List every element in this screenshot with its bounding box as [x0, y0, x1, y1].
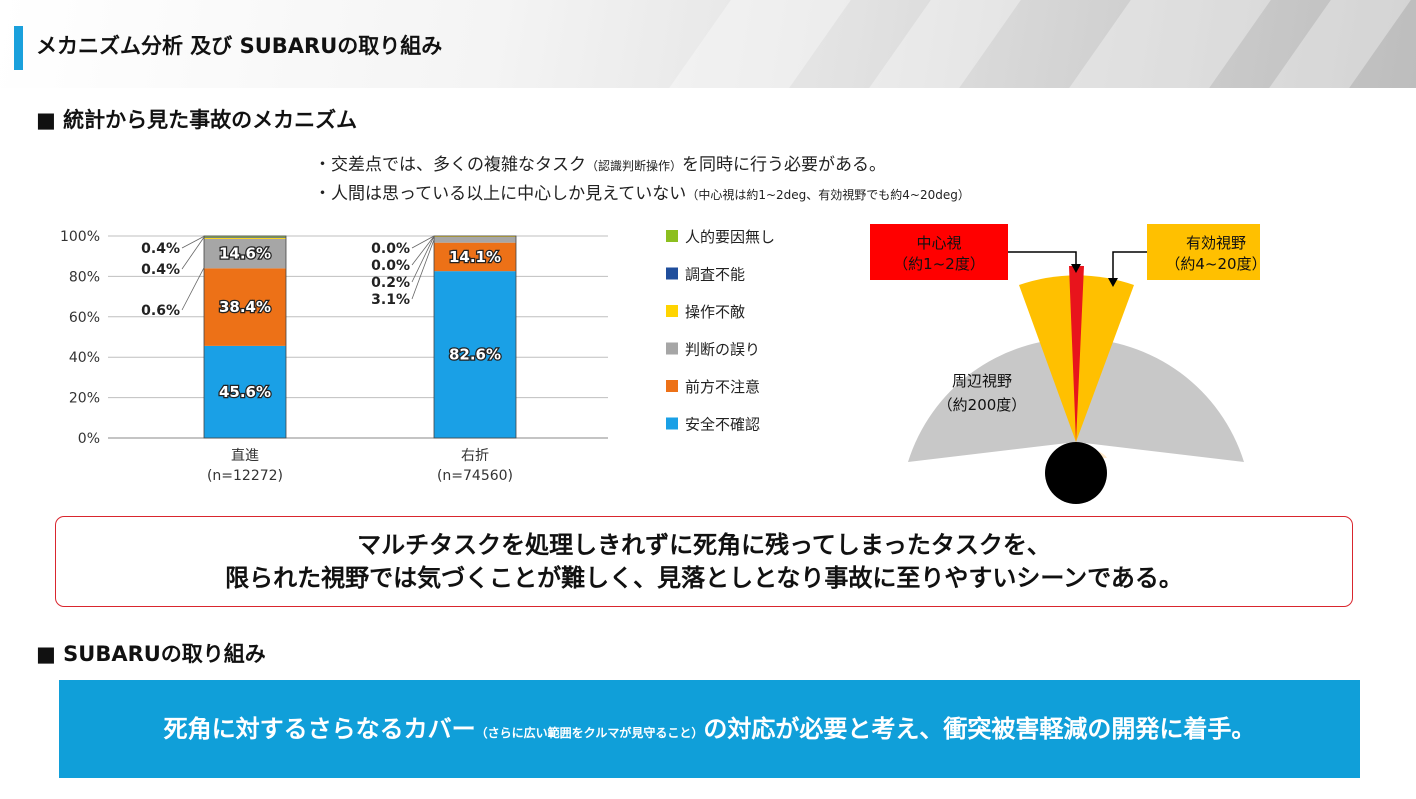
legend-swatch — [666, 342, 678, 355]
effective-vision-label: 有効視野 — [1186, 234, 1246, 252]
leader-line — [181, 236, 205, 249]
legend-label: 安全不確認 — [685, 416, 760, 434]
effective-vision-arrowhead — [1108, 278, 1118, 287]
legend-label: 前方不注意 — [685, 378, 760, 396]
y-tick-label: 80% — [69, 269, 100, 285]
conclusion-callout: マルチタスクを処理しきれずに死角に残ってしまったタスクを、 限られた視野では気づ… — [55, 516, 1353, 607]
legend-swatch — [666, 230, 678, 242]
bar-outline — [433, 235, 517, 439]
effective-vision-label-box — [1147, 224, 1260, 280]
leader-line — [181, 236, 205, 270]
header-decoration — [669, 0, 851, 88]
data-label: 0.0% — [371, 241, 410, 257]
bullet-text: を同時に行う必要がある。 — [682, 155, 887, 175]
bullet-point: ・人間は思っている以上に中心しか見えていない（中心視は約1~2deg、有効視野で… — [314, 179, 970, 204]
x-category-sublabel: (n=74560) — [437, 468, 513, 484]
legend-label: 判断の誤り — [685, 341, 760, 359]
central-vision-pointer — [1008, 251, 1077, 268]
legend-swatch — [666, 267, 678, 280]
data-label: 82.6% — [449, 346, 501, 364]
peripheral-vision-range: （約200度） — [938, 396, 1027, 414]
data-label: 0.0% — [371, 258, 410, 274]
callout-line-2: 限られた視野では気づくことが難しく、見落としとなり事故に至りやすいシーンである。 — [225, 564, 1183, 592]
data-label: 14.1% — [449, 248, 501, 266]
data-label: 0.2% — [371, 275, 410, 291]
y-tick-label: 100% — [60, 229, 100, 245]
bullet-text: ・人間は思っている以上に中心しか見えていない — [314, 184, 687, 204]
y-tick-label: 40% — [69, 350, 100, 366]
data-label: 14.6% — [219, 245, 271, 263]
bullet-note: （中心視は約1~2deg、有効視野でも約4~20deg） — [686, 188, 970, 202]
bar-segment — [434, 242, 516, 272]
effective-vision-pointer — [1112, 251, 1147, 282]
bar-segment — [204, 236, 286, 237]
data-label: 38.4% — [219, 298, 271, 316]
header-decoration — [1269, 0, 1411, 88]
bullet-note: （認識判断操作） — [586, 159, 683, 173]
bullet-point: ・交差点では、多くの複雑なタスク（認識判断操作）を同時に行う必要がある。 — [314, 150, 886, 175]
leader-line — [411, 235, 435, 266]
header-decoration — [1069, 0, 1271, 88]
bar-segment — [204, 345, 286, 438]
header-decoration — [869, 0, 1021, 88]
bar-segment — [434, 271, 516, 438]
data-label: 0.4% — [141, 241, 180, 257]
visual-field-diagram: 中心視 （約1~2度） 有効視野 （約4~20度） 周辺視野 （約200度） — [870, 224, 1260, 504]
leader-line — [411, 236, 435, 283]
data-label: 45.6% — [219, 383, 271, 401]
bar-segment — [434, 236, 516, 237]
bar-segment — [434, 236, 516, 243]
legend-label: 調査不能 — [685, 266, 745, 284]
effective-vision-range: （約4~20度） — [1165, 255, 1260, 273]
data-label: 3.1% — [371, 292, 410, 308]
data-label: 0.6% — [141, 303, 180, 319]
central-vision-label-box — [870, 224, 1008, 280]
central-vision-arrowhead — [1071, 264, 1081, 273]
data-label: 0.4% — [141, 262, 180, 278]
x-category-label: 直進 — [231, 447, 259, 464]
x-category-label: 右折 — [461, 448, 489, 464]
legend-swatch — [666, 380, 678, 392]
leader-line — [411, 239, 435, 300]
section-heading-subaru: ■ SUBARUの取り組み — [36, 642, 266, 666]
head-icon — [1045, 442, 1107, 504]
central-vision-range: （約1~2度） — [893, 255, 985, 273]
header-banner: メカニズム分析 及び SUBARUの取り組み — [0, 0, 1416, 88]
callout-line-1: マルチタスクを処理しきれずに死角に残ってしまったタスクを、 — [357, 531, 1051, 559]
bar-outline — [203, 235, 287, 439]
legend-label: 人的要因無し — [685, 228, 775, 246]
subaru-initiative-banner: 死角に対するさらなるカバー（さらに広い範囲をクルマが見守ること）の対応が必要と考… — [59, 680, 1360, 778]
page-title: メカニズム分析 及び SUBARUの取り組み — [36, 34, 443, 58]
y-tick-label: 0% — [78, 431, 100, 447]
header-accent-bar — [14, 26, 23, 70]
legend-swatch — [666, 417, 678, 430]
central-field-sector — [1069, 265, 1084, 442]
section-heading-mechanism: ■ 統計から見た事故のメカニズム — [36, 108, 358, 132]
bar-segment — [204, 237, 286, 239]
leader-line — [181, 267, 205, 311]
x-category-sublabel: (n=12272) — [207, 468, 283, 484]
legend-label: 操作不敵 — [685, 303, 745, 321]
bar-segment — [204, 238, 286, 269]
banner-text: の対応が必要と考え、衝突被害軽減の開発に着手。 — [703, 715, 1256, 743]
y-tick-label: 20% — [69, 391, 100, 407]
central-vision-label: 中心視 — [916, 234, 961, 252]
legend-swatch — [666, 305, 678, 317]
bar-segment — [204, 268, 286, 346]
stacked-bar-chart: 0% 20% 40% 60% 80% 100% 直進 (n=12272) 右折 (n=74560)… — [60, 228, 775, 484]
leader-line — [411, 235, 435, 249]
y-tick-label: 60% — [69, 310, 100, 326]
bullet-text: ・交差点では、多くの複雑なタスク — [314, 155, 586, 175]
bar-segment — [204, 236, 286, 238]
banner-text: 死角に対するさらなるカバー — [163, 715, 476, 743]
peripheral-vision-label: 周辺視野 — [952, 372, 1012, 390]
banner-note: （さらに広い範囲をクルマが見守ること） — [475, 726, 704, 740]
